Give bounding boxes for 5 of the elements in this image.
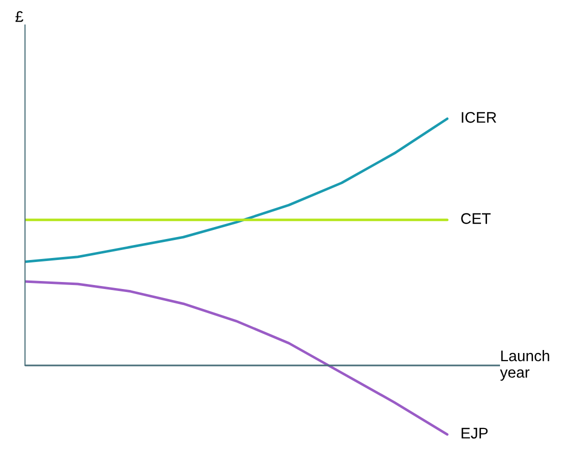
- text: £: [15, 11, 24, 22]
- x-axis-title: Launch year: [500, 350, 550, 381]
- series-label: ICER: [462, 112, 496, 123]
- series-label: CET: [461, 213, 491, 224]
- series-label: EJP: [462, 428, 488, 439]
